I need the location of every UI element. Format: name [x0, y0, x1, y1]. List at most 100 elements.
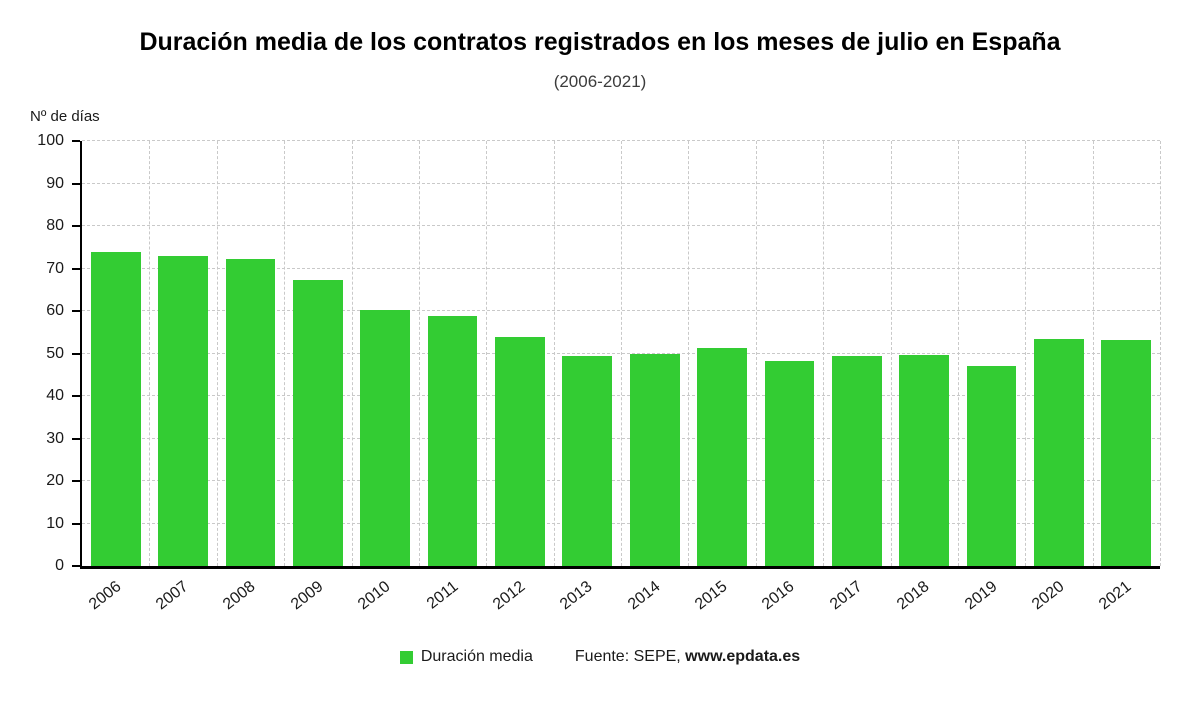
grid-line-v — [688, 141, 690, 566]
x-axis-labels: 2006 2007 2008 2009 2010 2011 2012 2013 2014 2015… — [80, 572, 1158, 634]
y-tick-mark — [72, 395, 80, 397]
bar-slot — [823, 141, 890, 566]
grid-line-v — [621, 141, 622, 566]
grid-line-v — [149, 141, 151, 566]
plot-area — [80, 140, 1161, 569]
y-tick-label: 60 — [46, 302, 64, 319]
y-tick-mark — [72, 565, 80, 567]
bar-2007 — [158, 255, 208, 566]
grid-line-v — [1092, 141, 1094, 566]
x-tick-label: 2010 — [355, 578, 394, 614]
x-tick-label: 2013 — [557, 578, 596, 614]
x-tick-label: 2019 — [961, 578, 1001, 614]
y-tick-mark — [72, 225, 80, 227]
y-tick-mark — [72, 437, 80, 440]
x-tick-label: 2021 — [1096, 578, 1135, 614]
chart-footer: Duración media Fuente: SEPE, www.epdata.… — [0, 648, 1200, 666]
grid-line-v — [755, 141, 757, 566]
y-tick-label: 30 — [46, 429, 64, 447]
x-tick-label: 2020 — [1028, 578, 1068, 614]
y-tick-label: 100 — [37, 132, 64, 149]
bar-2018 — [899, 354, 950, 566]
x-tick-label: 2015 — [692, 578, 731, 614]
x-tick-label: 2011 — [423, 578, 462, 613]
x-tick-label: 2008 — [220, 578, 259, 614]
bar-2012 — [495, 336, 545, 566]
page-title: Duración media de los contratos registra… — [139, 28, 1061, 56]
y-tick-mark — [72, 267, 80, 270]
grid-line-v — [957, 141, 959, 566]
x-tick-label: 2017 — [826, 578, 866, 614]
bar-2014 — [629, 353, 680, 566]
bar-2006 — [90, 251, 141, 566]
bar-slot — [554, 141, 621, 566]
bar-slot — [891, 141, 958, 566]
bar-slot — [352, 141, 419, 566]
bar-2010 — [360, 310, 411, 566]
bar-2013 — [562, 356, 613, 566]
bar-slot — [419, 141, 486, 566]
bar-slot — [1093, 141, 1160, 566]
bar-2020 — [1034, 339, 1084, 566]
grid-layer — [82, 140, 1161, 566]
bar-slot — [82, 141, 149, 566]
y-tick-label: 20 — [46, 472, 64, 489]
grid-line-v — [890, 141, 892, 566]
y-axis-title: Nº de días — [30, 108, 100, 125]
bar-slot — [1025, 141, 1092, 566]
x-tick-label: 2012 — [489, 578, 529, 614]
y-tick-label: 90 — [46, 174, 64, 192]
grid-line-v — [351, 141, 353, 566]
bar-2019 — [966, 366, 1017, 566]
y-tick-label: 10 — [46, 514, 64, 532]
legend-label: Duración media — [420, 648, 533, 665]
y-tick-mark — [72, 522, 80, 525]
x-tick-label: 2016 — [759, 578, 798, 614]
y-tick-label: 0 — [55, 557, 64, 574]
bars-layer — [82, 141, 1160, 566]
grid-line-h — [82, 140, 1160, 141]
bar-slot — [217, 141, 284, 566]
y-tick-mark — [72, 140, 80, 142]
x-tick-label: 2009 — [287, 578, 327, 614]
bar-slot — [149, 141, 216, 566]
bar-2016 — [764, 360, 815, 566]
bar-2008 — [225, 258, 276, 566]
source-text: Fuente: SEPE, www.epdata.es — [575, 648, 800, 666]
y-tick-mark — [72, 310, 80, 312]
y-tick-mark — [72, 352, 80, 355]
bar-2017 — [831, 356, 882, 566]
y-tick-mark — [72, 182, 80, 185]
grid-line-v — [553, 141, 555, 566]
y-tick-label: 50 — [46, 344, 64, 362]
bar-slot — [958, 141, 1025, 566]
grid-line-v — [418, 141, 420, 566]
bar-slot — [756, 141, 823, 566]
legend-swatch — [399, 650, 413, 664]
x-tick-label: 2007 — [153, 578, 192, 614]
grid-line-v — [216, 141, 218, 566]
grid-line-v — [284, 141, 286, 566]
grid-line-v — [823, 141, 825, 566]
y-tick-mark — [72, 480, 80, 482]
x-tick-label: 2018 — [894, 578, 933, 614]
grid-line-v — [486, 141, 488, 566]
y-axis: 0 10 20 30 40 50 60 70 80 90 100 — [0, 132, 80, 574]
y-tick-label: 80 — [46, 217, 64, 234]
bar-slot — [621, 141, 688, 566]
bar-slot — [688, 141, 755, 566]
grid-line-v — [1025, 141, 1027, 566]
bar-slot — [284, 141, 351, 566]
bar-slot — [486, 141, 553, 566]
source-site: www.epdata.es — [685, 648, 801, 665]
bar-2009 — [292, 279, 343, 566]
page-subtitle: (2006-2021) — [553, 72, 647, 91]
x-tick-label: 2014 — [624, 578, 664, 614]
y-tick-label: 70 — [46, 259, 64, 277]
grid-line-v — [1160, 141, 1161, 566]
x-tick-label: 2006 — [85, 578, 125, 614]
legend: Duración media — [399, 648, 533, 666]
y-tick-label: 40 — [46, 387, 64, 404]
bar-2011 — [427, 315, 478, 566]
